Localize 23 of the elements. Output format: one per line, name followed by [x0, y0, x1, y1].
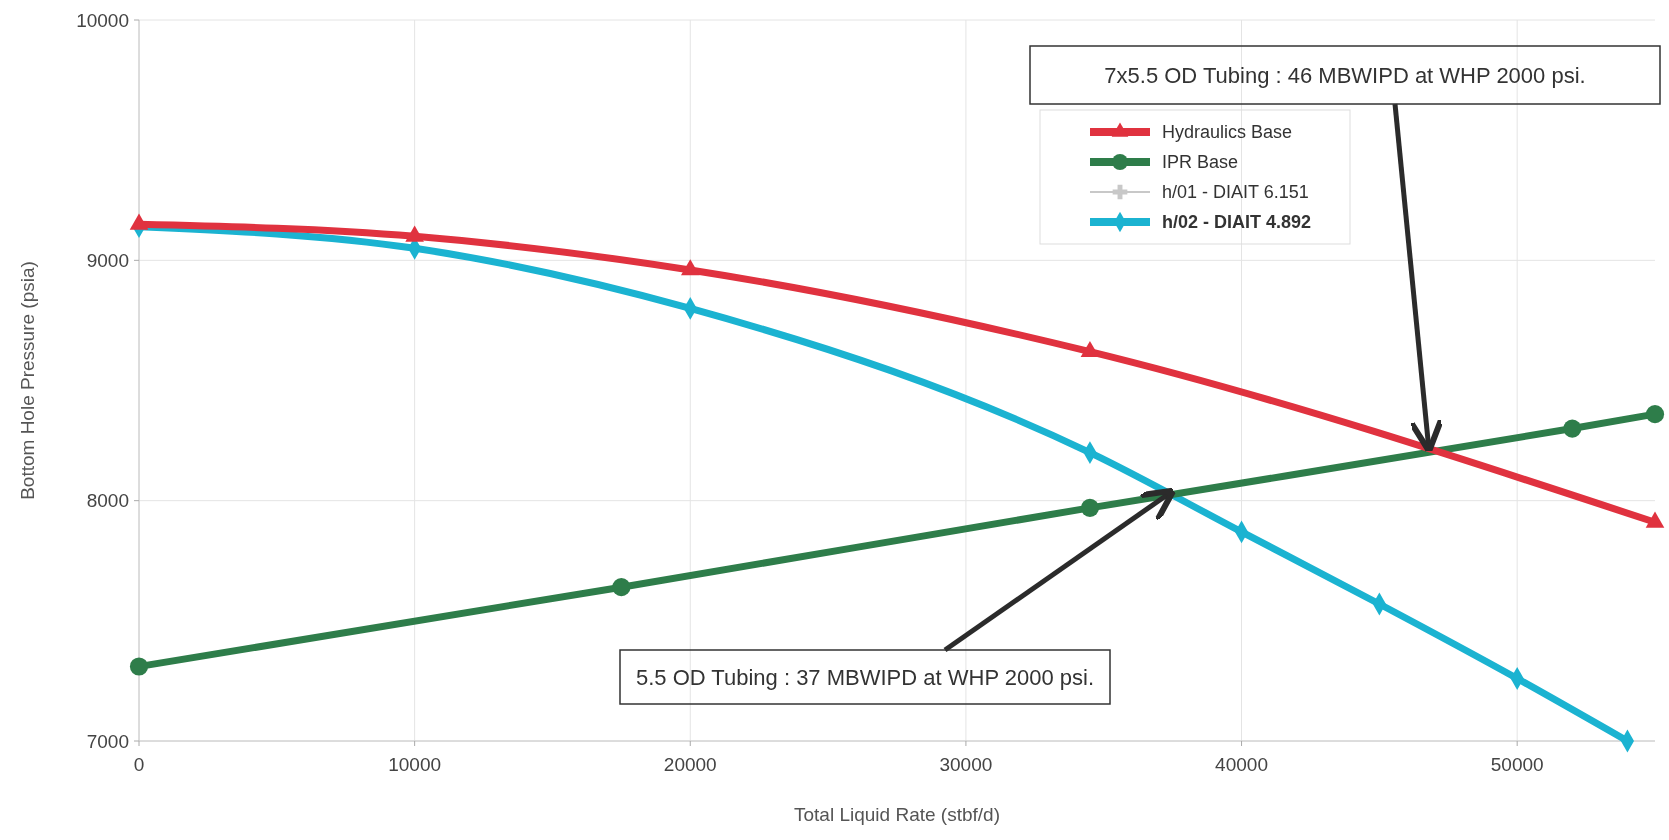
x-tick-label: 30000	[939, 754, 993, 775]
y-tick-label: 10000	[76, 9, 129, 31]
x-tick-label: 40000	[1215, 754, 1268, 775]
annotation: 7x5.5 OD Tubing : 46 MBWIPD at WHP 2000 psi.	[1104, 62, 1586, 88]
y-tick-label: 8000	[86, 490, 129, 512]
x-tick-label: 10000	[388, 754, 442, 775]
point	[1563, 419, 1582, 438]
point	[612, 578, 631, 597]
point	[129, 657, 149, 676]
legend-label: h/02 - DIAIT 4.892	[1162, 212, 1312, 233]
x-tick-label: 20000	[663, 754, 717, 775]
legend-label: h/01 - DIAIT 6.151	[1162, 182, 1309, 203]
x-tick-label: 0	[133, 754, 145, 775]
legend-label: IPR Base	[1162, 152, 1239, 173]
point	[1645, 405, 1665, 424]
annotation: 5.5 OD Tubing : 37 MBWIPD at WHP 2000 psi.	[635, 664, 1095, 690]
y-tick-label: 9000	[86, 249, 129, 271]
point	[1080, 498, 1100, 517]
legend-label: Hydraulics Base	[1162, 122, 1293, 143]
y-axis-title: Bottom Hole Pressure (psia)	[17, 261, 38, 500]
x-tick-label: 50000	[1490, 754, 1544, 775]
x-axis-title: Total Liquid Rate (stbf/d)	[794, 804, 1000, 825]
y-tick-label: 7000	[86, 730, 129, 752]
